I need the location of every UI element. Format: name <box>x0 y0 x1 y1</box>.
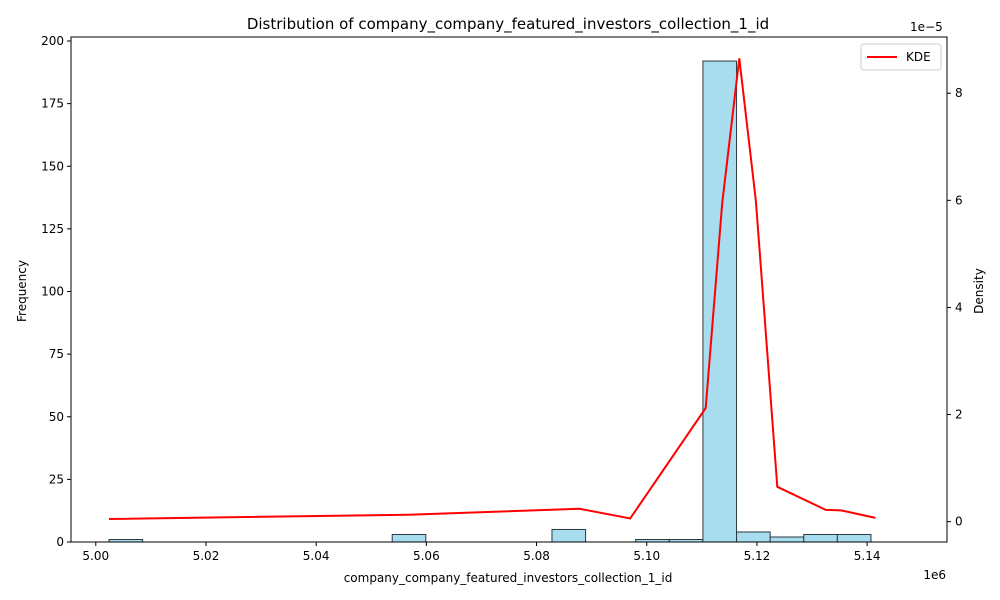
y2-offset-label: 1e−5 <box>910 20 943 34</box>
histogram-bar-9 <box>391 533 427 543</box>
y2-axis-label: Density <box>972 268 986 314</box>
y-tick-label: 0 <box>56 535 64 549</box>
y-tick-label: 100 <box>41 285 64 299</box>
x-tick-label: 5.00 <box>82 549 109 563</box>
kde-line <box>109 58 876 520</box>
y2-tick-label: 2 <box>955 408 963 422</box>
y-axis-label: Frequency <box>15 260 29 322</box>
chart-title: Distribution of company_company_featured… <box>247 15 769 34</box>
x-tick-label: 5.12 <box>744 549 771 563</box>
y-axis-ticks: 0 25 50 75 100 125 150 175 200 <box>41 34 71 549</box>
y-tick-label: 125 <box>41 222 64 236</box>
legend: KDE <box>860 43 942 71</box>
histogram-bar-14 <box>551 528 587 543</box>
histogram-bar-20 <box>736 531 771 543</box>
x-tick-label: 5.06 <box>413 549 440 563</box>
x-axis-label: company_company_featured_investors_colle… <box>344 571 673 585</box>
histogram-bar-19 <box>702 60 738 543</box>
y-tick-label: 175 <box>41 97 64 111</box>
y-tick-label: 150 <box>41 159 64 173</box>
x-tick-label: 5.02 <box>193 549 220 563</box>
plot-frame <box>70 36 948 543</box>
histogram-bar-22 <box>803 533 838 543</box>
histogram-bar-23 <box>836 533 872 543</box>
x-tick-label: 5.04 <box>303 549 330 563</box>
y-tick-label: 25 <box>49 472 64 486</box>
x-tick-label: 5.10 <box>633 549 660 563</box>
x-axis-ticks: 5.00 5.02 5.04 5.06 5.08 5.10 5.12 5.14 <box>82 542 880 563</box>
y2-tick-label: 4 <box>955 300 963 314</box>
histogram-bar-21 <box>769 536 805 543</box>
legend-kde-label: KDE <box>906 50 931 64</box>
x-tick-label: 5.14 <box>854 549 881 563</box>
y2-tick-label: 0 <box>955 515 963 529</box>
y2-axis-ticks: 0 2 4 6 8 <box>947 86 963 529</box>
y2-tick-label: 8 <box>955 86 963 100</box>
x-offset-label: 1e6 <box>923 568 946 582</box>
legend-box <box>860 43 942 71</box>
x-tick-label: 5.08 <box>523 549 550 563</box>
y2-tick-label: 6 <box>955 193 963 207</box>
histogram-bars <box>108 60 872 543</box>
y-tick-label: 50 <box>49 410 64 424</box>
y-tick-label: 200 <box>41 34 64 48</box>
y-tick-label: 75 <box>49 347 64 361</box>
